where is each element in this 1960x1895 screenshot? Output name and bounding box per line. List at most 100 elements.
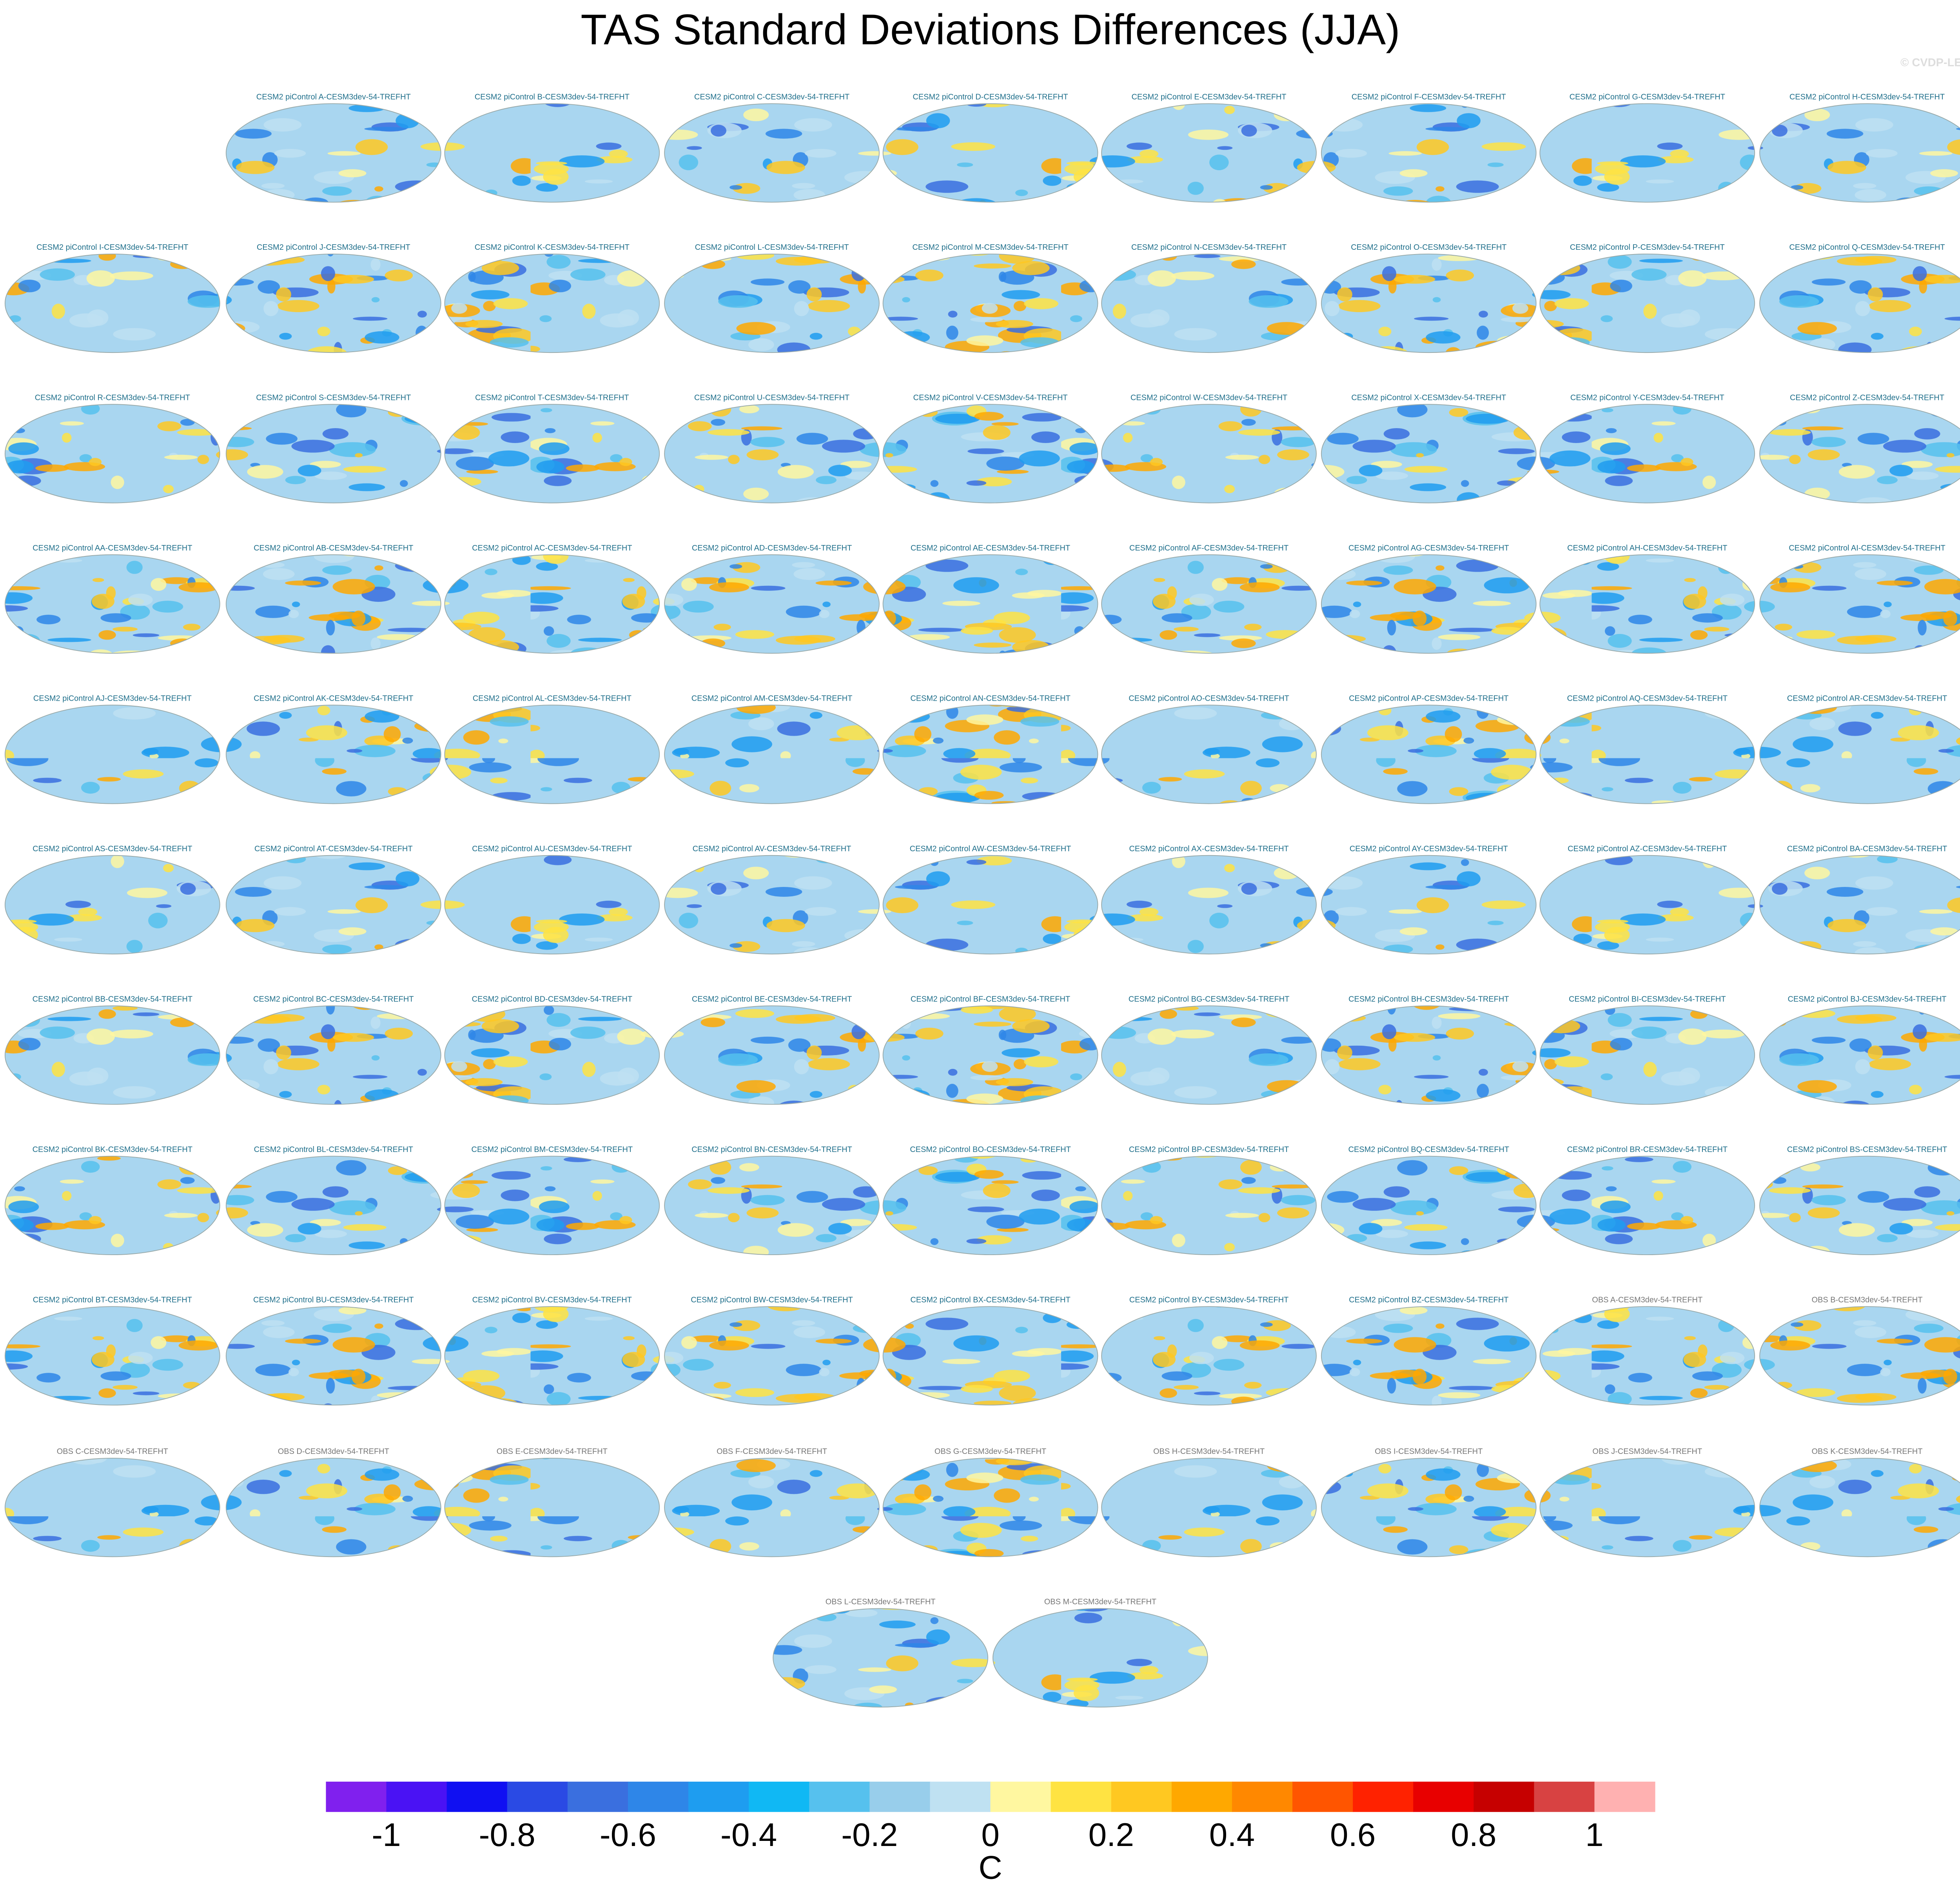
map-panel: CESM2 piControl J-CESM3dev-54-TREFHT: [225, 243, 441, 353]
panel-title: CESM2 piControl R-CESM3dev-54-TREFHT: [35, 393, 190, 402]
panel-title: CESM2 piControl U-CESM3dev-54-TREFHT: [694, 393, 849, 402]
map-field: [225, 855, 441, 955]
map-field: [882, 1005, 1098, 1105]
map-field: [882, 404, 1098, 503]
map-panel: OBS B-CESM3dev-54-TREFHT: [1759, 1295, 1960, 1406]
map-field: [4, 253, 220, 353]
map-panel: CESM2 piControl BQ-CESM3dev-54-TREFHT: [1321, 1145, 1537, 1255]
panel-title: CESM2 piControl BQ-CESM3dev-54-TREFHT: [1348, 1145, 1509, 1154]
map-field: [1321, 705, 1537, 804]
map-panel: CESM2 piControl BP-CESM3dev-54-TREFHT: [1101, 1145, 1317, 1255]
map-panel: CESM2 piControl L-CESM3dev-54-TREFHT: [664, 243, 880, 353]
map-field: [882, 855, 1098, 955]
panel-title: CESM2 piControl BH-CESM3dev-54-TREFHT: [1348, 995, 1509, 1003]
panel-title: CESM2 piControl AC-CESM3dev-54-TREFHT: [472, 544, 632, 552]
map-panel: CESM2 piControl BM-CESM3dev-54-TREFHT: [444, 1145, 660, 1255]
map-panel: CESM2 piControl T-CESM3dev-54-TREFHT: [444, 393, 660, 503]
panel-title: OBS B-CESM3dev-54-TREFHT: [1811, 1295, 1922, 1304]
map-field: [664, 1306, 880, 1406]
map-panel: OBS D-CESM3dev-54-TREFHT: [225, 1447, 441, 1557]
map-panel: OBS G-CESM3dev-54-TREFHT: [882, 1447, 1098, 1557]
map-field: [882, 554, 1098, 654]
panel-title: CESM2 piControl AN-CESM3dev-54-TREFHT: [910, 694, 1070, 703]
map-panel: CESM2 piControl AV-CESM3dev-54-TREFHT: [664, 845, 880, 955]
map-field: [1101, 705, 1317, 804]
map-panel: CESM2 piControl BB-CESM3dev-54-TREFHT: [4, 995, 220, 1105]
map-field: [225, 554, 441, 654]
colorbar-tick-label: 0.2: [1088, 1816, 1134, 1853]
map-field: [1539, 1156, 1755, 1255]
map-panel: CESM2 piControl P-CESM3dev-54-TREFHT: [1539, 243, 1755, 353]
map-panel: CESM2 piControl AN-CESM3dev-54-TREFHT: [882, 694, 1098, 804]
map-panel: CESM2 piControl BO-CESM3dev-54-TREFHT: [882, 1145, 1098, 1255]
map-field: [1101, 855, 1317, 955]
panel-title: CESM2 piControl AF-CESM3dev-54-TREFHT: [1129, 544, 1289, 552]
panel-title: OBS D-CESM3dev-54-TREFHT: [278, 1447, 389, 1456]
map-field: [664, 1457, 880, 1557]
panel-title: OBS K-CESM3dev-54-TREFHT: [1811, 1447, 1922, 1456]
map-panel: CESM2 piControl AL-CESM3dev-54-TREFHT: [444, 694, 660, 804]
colorbar-tick-label: -0.6: [600, 1816, 656, 1853]
map-field: [1321, 1457, 1537, 1557]
panel-title: CESM2 piControl BV-CESM3dev-54-TREFHT: [472, 1295, 632, 1304]
map-panel: CESM2 piControl BW-CESM3dev-54-TREFHT: [664, 1295, 880, 1406]
map-field: [1539, 1306, 1755, 1406]
map-field: [1101, 1306, 1317, 1406]
panel-title: CESM2 piControl AQ-CESM3dev-54-TREFHT: [1567, 694, 1728, 703]
panel-title: OBS F-CESM3dev-54-TREFHT: [717, 1447, 827, 1456]
figure-title: TAS Standard Deviations Differences (JJA…: [581, 6, 1400, 54]
colorbar-box: [990, 1781, 1051, 1812]
map-field: [444, 855, 660, 955]
map-field: [4, 855, 220, 955]
colorbar-box: [688, 1781, 750, 1812]
map-panel: CESM2 piControl A-CESM3dev-54-TREFHT: [225, 93, 441, 203]
panel-title: CESM2 piControl BE-CESM3dev-54-TREFHT: [692, 995, 852, 1003]
map-field: [664, 404, 880, 503]
panel-title: OBS I-CESM3dev-54-TREFHT: [1375, 1447, 1483, 1456]
colorbar-tick-label: -1: [372, 1816, 401, 1853]
map-panel: CESM2 piControl AB-CESM3dev-54-TREFHT: [225, 544, 441, 654]
panel-title: CESM2 piControl G-CESM3dev-54-TREFHT: [1570, 93, 1725, 101]
panel-title: CESM2 piControl AD-CESM3dev-54-TREFHT: [692, 544, 852, 552]
map-panel: CESM2 piControl E-CESM3dev-54-TREFHT: [1101, 93, 1317, 203]
panel-title: CESM2 piControl K-CESM3dev-54-TREFHT: [475, 243, 630, 252]
panel-title: CESM2 piControl BZ-CESM3dev-54-TREFHT: [1349, 1295, 1508, 1304]
colorbar-box: [1474, 1781, 1535, 1812]
map-field: [4, 1457, 220, 1557]
panel-title: CESM2 piControl BB-CESM3dev-54-TREFHT: [33, 995, 192, 1003]
colorbar-box: [1171, 1781, 1232, 1812]
panel-title: CESM2 piControl BX-CESM3dev-54-TREFHT: [910, 1295, 1070, 1304]
colorbar-box: [1594, 1781, 1655, 1812]
panel-title: CESM2 piControl AW-CESM3dev-54-TREFHT: [910, 845, 1071, 853]
map-panel: CESM2 piControl BS-CESM3dev-54-TREFHT: [1759, 1145, 1960, 1255]
panel-title: OBS E-CESM3dev-54-TREFHT: [497, 1447, 608, 1456]
map-field: [1759, 855, 1960, 955]
map-panel: CESM2 piControl BJ-CESM3dev-54-TREFHT: [1759, 995, 1960, 1105]
map-field: [444, 554, 660, 654]
colorbar-tick-label: 0.4: [1209, 1816, 1255, 1853]
panel-title: CESM2 piControl AU-CESM3dev-54-TREFHT: [472, 845, 632, 853]
panel-title: CESM2 piControl V-CESM3dev-54-TREFHT: [913, 393, 1068, 402]
colorbar-box: [930, 1781, 991, 1812]
colorbar-box: [1111, 1781, 1172, 1812]
map-field: [664, 1156, 880, 1255]
panel-title: OBS G-CESM3dev-54-TREFHT: [935, 1447, 1046, 1456]
map-panel: CESM2 piControl I-CESM3dev-54-TREFHT: [4, 243, 220, 353]
map-panel: CESM2 piControl BH-CESM3dev-54-TREFHT: [1321, 995, 1537, 1105]
map-panel: OBS F-CESM3dev-54-TREFHT: [664, 1447, 880, 1557]
map-panel: CESM2 piControl AU-CESM3dev-54-TREFHT: [444, 845, 660, 955]
map-field: [1539, 404, 1755, 503]
map-panel: CESM2 piControl AF-CESM3dev-54-TREFHT: [1101, 544, 1317, 654]
colorbar-box: [507, 1781, 568, 1812]
panel-title: CESM2 piControl S-CESM3dev-54-TREFHT: [256, 393, 411, 402]
panel-title: CESM2 piControl BM-CESM3dev-54-TREFHT: [471, 1145, 633, 1154]
map-panel: CESM2 piControl G-CESM3dev-54-TREFHT: [1539, 93, 1755, 203]
map-field: [1321, 1306, 1537, 1406]
map-field: [4, 705, 220, 804]
panel-title: OBS H-CESM3dev-54-TREFHT: [1153, 1447, 1265, 1456]
panel-title: CESM2 piControl BP-CESM3dev-54-TREFHT: [1129, 1145, 1289, 1154]
map-field: [882, 253, 1098, 353]
map-panel: CESM2 piControl BN-CESM3dev-54-TREFHT: [664, 1145, 880, 1255]
panel-title: CESM2 piControl AO-CESM3dev-54-TREFHT: [1129, 694, 1289, 703]
map-panel: CESM2 piControl BA-CESM3dev-54-TREFHT: [1759, 845, 1960, 955]
